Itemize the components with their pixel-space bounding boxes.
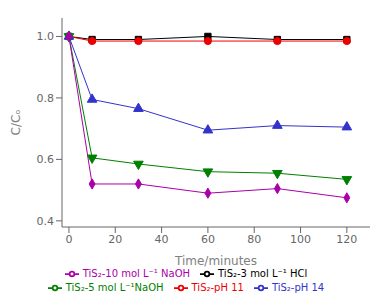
svg-text:120: 120 <box>336 233 357 246</box>
svg-text:0.6: 0.6 <box>37 153 55 166</box>
html-text:TiS₂-10 mol L⁻¹ NaOH: TiS₂-10 mol L⁻¹ NaOH <box>82 268 190 279</box>
svg-text:80: 80 <box>247 233 261 246</box>
html-text:TiS₂-5 mol L⁻¹NaOH: TiS₂-5 mol L⁻¹NaOH <box>65 282 164 293</box>
html-text:TiS₂-pH 14: TiS₂-pH 14 <box>271 282 325 293</box>
svg-text:0: 0 <box>65 233 72 246</box>
svg-text:1.0: 1.0 <box>37 30 55 43</box>
svg-text:0.8: 0.8 <box>37 92 55 105</box>
svg-text:0.4: 0.4 <box>37 215 55 228</box>
svg-text:100: 100 <box>290 233 311 246</box>
svg-text:C/Cₒ: C/Cₒ <box>9 110 23 136</box>
svg-text:40: 40 <box>155 233 169 246</box>
svg-text:20: 20 <box>108 233 122 246</box>
html-text:TiS₂-pH 11: TiS₂-pH 11 <box>191 282 244 293</box>
svg-text:Time/minutes: Time/minutes <box>174 254 257 268</box>
svg-text:60: 60 <box>201 233 215 246</box>
html-text:TiS₂-3 mol L⁻¹ HCl: TiS₂-3 mol L⁻¹ HCl <box>218 268 308 279</box>
